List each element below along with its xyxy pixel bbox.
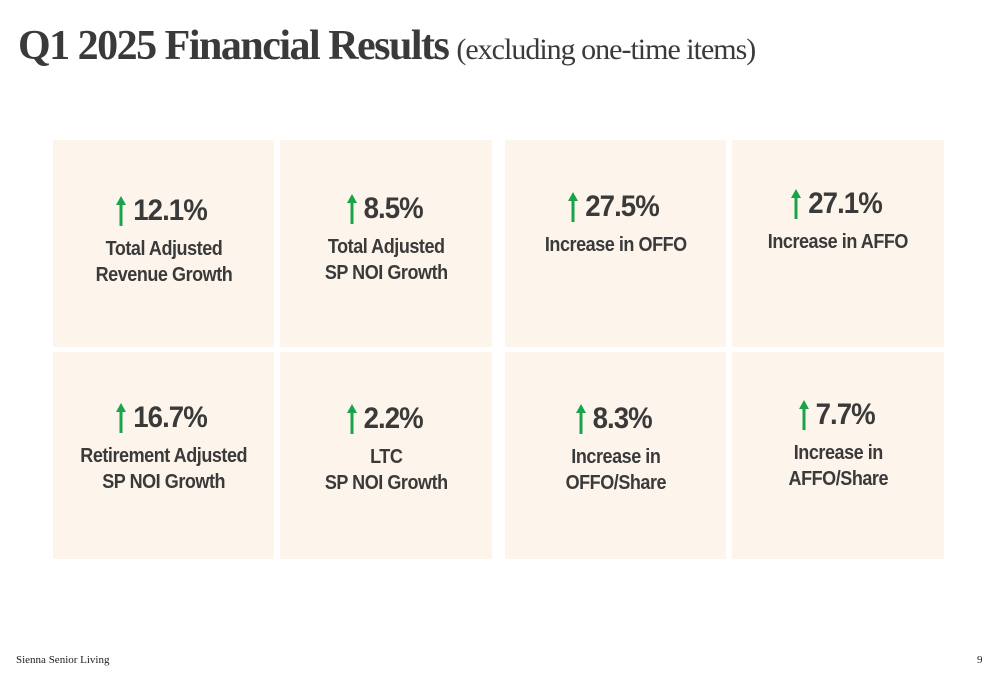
metric-value: 8.5% [363, 192, 423, 225]
metric-row: 12.1% [116, 194, 210, 228]
metric-row: 27.5% [568, 190, 662, 224]
metric-value: 12.1% [133, 194, 209, 227]
metric-tile-increase-in-affo-per-share: 7.7% Increase in AFFO/Share [732, 352, 944, 559]
metric-row: 8.3% [576, 402, 654, 436]
metric-value: 8.3% [592, 402, 653, 435]
page-title-subtitle: (excluding one-time items) [456, 33, 756, 66]
up-arrow-icon [346, 194, 357, 224]
metric-tile-total-revenue-growth: 12.1% Total Adjusted Revenue Growth [53, 140, 274, 347]
metric-tile-increase-in-offo-per-share: 8.3% Increase in OFFO/Share [505, 352, 726, 559]
metric-value: 27.1% [808, 187, 883, 220]
up-arrow-icon [576, 404, 587, 434]
metric-label: Total Adjusted Revenue Growth [95, 238, 232, 286]
metric-label: Increase in OFFO/Share [565, 446, 666, 494]
metric-row: 27.1% [790, 187, 885, 221]
page-title: Q1 2025 Financial Results (excluding one-… [18, 22, 756, 70]
metric-value: 27.5% [585, 190, 661, 223]
metric-value: 7.7% [815, 398, 875, 431]
metric-label: Increase in AFFO [767, 231, 909, 253]
metric-tile-ltc-sp-noi-growth: 2.2% LTC SP NOI Growth [280, 352, 492, 559]
metric-label: Retirement Adjusted SP NOI Growth [80, 445, 247, 493]
metric-tile-increase-in-affo: 27.1% Increase in AFFO [732, 140, 944, 347]
metric-row: 2.2% [346, 402, 425, 436]
metric-tile-retirement-sp-noi-growth: 16.7% Retirement Adjusted SP NOI Growth [53, 352, 274, 559]
up-arrow-icon [116, 403, 127, 433]
metric-tile-increase-in-offo: 27.5% Increase in OFFO [505, 140, 726, 347]
metric-label: Increase in AFFO/Share [788, 442, 888, 490]
metric-label: Increase in OFFO [544, 234, 687, 256]
up-arrow-icon [346, 404, 357, 434]
metric-label: LTC SP NOI Growth [324, 446, 448, 494]
metric-value: 16.7% [133, 401, 209, 434]
metric-value: 2.2% [363, 402, 423, 435]
up-arrow-icon [568, 192, 579, 222]
metric-label: Total Adjusted SP NOI Growth [324, 236, 448, 284]
up-arrow-icon [116, 196, 127, 226]
up-arrow-icon [790, 189, 801, 219]
footer-company-name: Sienna Senior Living [16, 654, 110, 666]
metric-tile-total-sp-noi-growth: 8.5% Total Adjusted SP NOI Growth [280, 140, 492, 347]
metric-row: 8.5% [346, 192, 425, 226]
metric-row: 7.7% [798, 398, 877, 432]
up-arrow-icon [798, 400, 809, 430]
footer-page-number: 9 [977, 654, 983, 666]
metric-row: 16.7% [116, 401, 210, 435]
page-title-main: Q1 2025 Financial Results [18, 23, 450, 69]
